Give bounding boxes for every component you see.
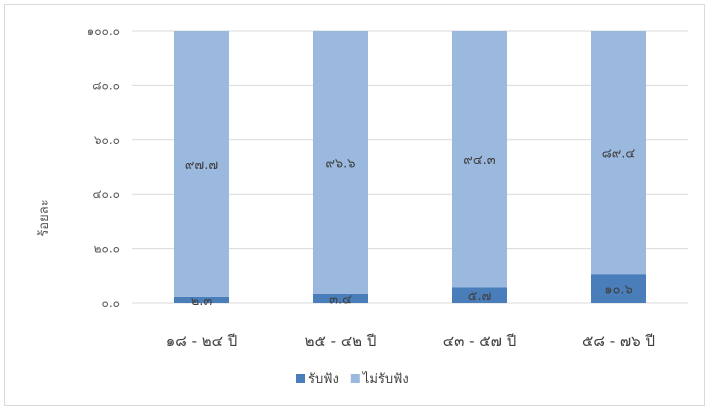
x-tick-label: ๑๘ - ๒๔ ปี: [166, 332, 238, 350]
bar-segment: [174, 296, 229, 303]
data-label: ๑๐.๖: [604, 283, 633, 298]
bar-segment: [591, 31, 646, 275]
y-tick-label: ๐.๐: [102, 296, 120, 310]
y-tick-label: ๔๐.๐: [92, 187, 120, 201]
bar-segment: [452, 287, 507, 303]
x-axis-ticks: ๑๘ - ๒๔ ปี ๒๕ - ๔๒ ปี ๔๓ - ๕๗ ปี ๕๘ - ๗๖ ปี: [166, 332, 655, 350]
data-label: ๙๖.๖: [325, 156, 355, 171]
y-tick-label: ๖๐.๐: [94, 133, 120, 147]
data-label: ๙๗.๗: [185, 158, 218, 173]
data-label: ๒.๓: [191, 294, 213, 309]
bar-segment: [313, 293, 368, 303]
y-tick-label: ๑๐๐.๐: [87, 24, 120, 38]
y-tick-label: ๒๐.๐: [94, 242, 120, 256]
bar-segment: [452, 31, 507, 288]
data-label: ๙๔.๓: [463, 153, 495, 168]
legend-swatch: [296, 374, 305, 383]
bar-segment: [313, 31, 368, 294]
bar-segment: [174, 31, 229, 297]
legend: รับฟัง ไม่รับฟัง: [296, 371, 409, 387]
bars: [174, 31, 646, 303]
y-tick-label: ๘๐.๐: [92, 78, 120, 92]
x-tick-label: ๒๕ - ๔๒ ปี: [305, 332, 377, 350]
y-axis-label: ร้อยละ: [37, 199, 52, 236]
data-label: ๕.๗: [468, 289, 492, 304]
x-tick-label: ๔๓ - ๕๗ ปี: [443, 332, 516, 350]
legend-label: รับฟัง: [308, 372, 339, 387]
data-labels: ๒.๓ ๙๗.๗๓.๔ ๙๖.๖๕.๗ ๙๔.๓๑๐.๖ ๘๙.๔: [185, 147, 636, 309]
legend-swatch: [350, 374, 360, 383]
bar-segment: [591, 274, 646, 303]
data-label: ๘๙.๔: [602, 147, 636, 162]
y-axis-ticks: ๐.๐ ๒๐.๐ ๔๐.๐ ๖๐.๐ ๘๐.๐ ๑๐๐.๐: [87, 24, 120, 310]
legend-label: ไม่รับฟัง: [362, 371, 409, 387]
x-tick-label: ๕๘ - ๗๖ ปี: [582, 332, 655, 350]
data-label: ๓.๔: [329, 292, 352, 307]
